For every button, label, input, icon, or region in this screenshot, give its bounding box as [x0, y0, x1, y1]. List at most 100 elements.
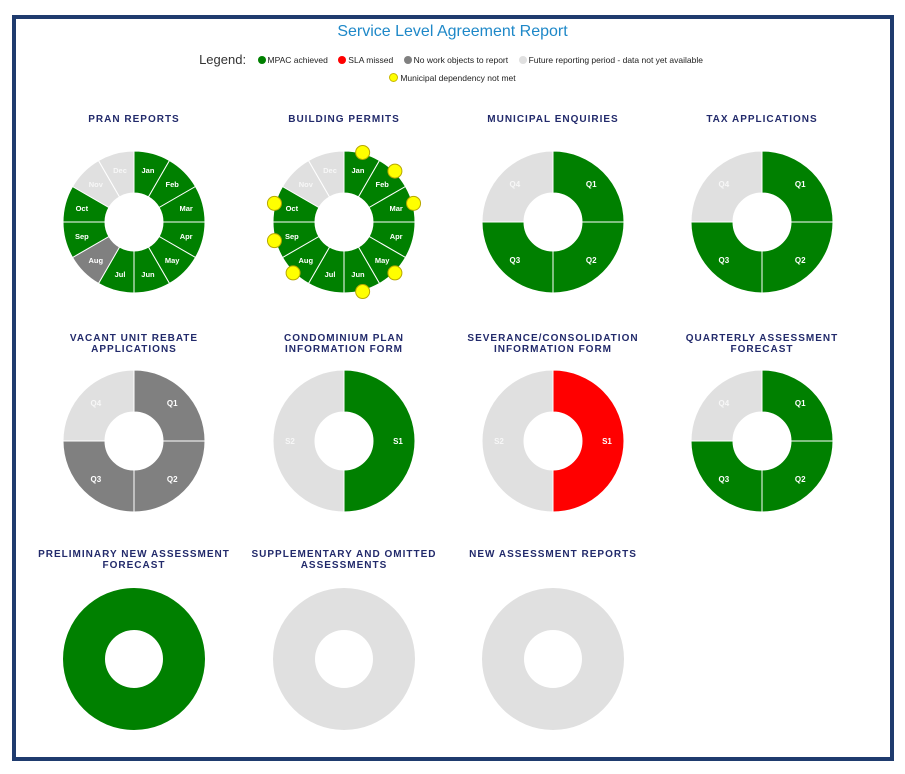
donut-segment-s2[interactable] [272, 369, 345, 513]
donut-segment-q3[interactable] [690, 440, 763, 513]
segment-label: Feb [376, 180, 390, 189]
donut-segment[interactable] [482, 588, 624, 730]
legend-dot-missed-icon [338, 55, 347, 64]
donut-segment[interactable] [63, 588, 205, 730]
segment-label: Oct [76, 204, 89, 213]
segment-label: Dec [113, 166, 127, 175]
donut-segment-q1[interactable] [133, 369, 206, 442]
legend-dot-dependency-icon [389, 73, 399, 83]
chart-title: PRELIMINARY NEW ASSESSMENT FORECAST [38, 549, 230, 571]
chart-panel-supplementary-and-omitted-assessments: SUPPLEMENTARY AND OMITTED ASSESSMENTS [244, 549, 444, 739]
chart-title: VACANT UNIT REBATE APPLICATIONS [69, 333, 199, 355]
donut-chart: S1 S2 [481, 369, 625, 513]
legend-dot-no-work-icon [403, 55, 412, 64]
segment-label: Mar [179, 204, 192, 213]
legend-dot-achieved-icon [257, 55, 266, 64]
segment-label: Aug [89, 256, 104, 265]
dependency-marker-may[interactable] [387, 265, 403, 281]
segment-label: Q4 [718, 180, 729, 189]
segment-label: S2 [494, 437, 504, 446]
legend-row-2: Municipal dependency not met [0, 69, 905, 87]
segment-label: Apr [390, 232, 403, 241]
donut-segment-q1[interactable] [552, 150, 625, 223]
segment-label: Jul [325, 270, 336, 279]
chart-panel-building-permits: BUILDING PERMITS Jan Feb Mar Apr May Jun Jul Aug… [244, 114, 444, 302]
chart-panel-vacant-unit-rebate-applications: VACANT UNIT REBATE APPLICATIONS Q1 Q2 Q3 Q4 [34, 333, 234, 521]
segment-label: Oct [286, 204, 299, 213]
segment-label: Q3 [90, 475, 101, 484]
chart-title: QUARTERLY ASSESSMENT FORECAST [685, 333, 839, 355]
donut-segment-q2[interactable] [761, 221, 834, 294]
legend-dot-future-icon [518, 55, 527, 64]
segment-label: Q3 [718, 256, 729, 265]
segment-label: Q1 [795, 399, 806, 408]
dependency-marker-jun[interactable] [355, 284, 371, 300]
segment-label: S1 [393, 437, 403, 446]
donut-chart: Q1 Q2 Q3 Q4 [690, 369, 834, 513]
donut-segment-q1[interactable] [761, 150, 834, 223]
segment-label: Nov [299, 180, 314, 189]
donut-segment-dec[interactable] [307, 150, 345, 198]
chart-title: PRAN REPORTS [88, 114, 180, 125]
segment-label: S2 [285, 437, 295, 446]
legend-text: No work objects to report [413, 54, 509, 65]
donut-segment-q3[interactable] [62, 440, 135, 513]
donut-segment-q4[interactable] [690, 150, 763, 223]
donut-segment[interactable] [273, 588, 415, 730]
segment-label: Q1 [795, 180, 806, 189]
dependency-marker-oct[interactable] [266, 195, 282, 211]
segment-label: Aug [299, 256, 314, 265]
donut-segment-q1[interactable] [761, 369, 834, 442]
segment-label: S1 [602, 437, 612, 446]
dependency-marker-jan[interactable] [355, 144, 371, 160]
segment-label: Q2 [167, 475, 178, 484]
segment-label: Q3 [509, 256, 520, 265]
donut-segment-q2[interactable] [552, 221, 625, 294]
segment-label: Q3 [718, 475, 729, 484]
legend-text: MPAC achieved [267, 54, 328, 65]
segment-label: Q4 [509, 180, 520, 189]
legend-item-future: Future reporting period - data not yet a… [518, 54, 703, 65]
donut-segment-q4[interactable] [690, 369, 763, 442]
donut-segment-s2[interactable] [481, 369, 554, 513]
donut-chart: Jan Feb Mar Apr May Jun Jul Aug Sep Oct Nov Dec [62, 150, 206, 294]
segment-label: Q4 [90, 399, 101, 408]
donut-segment-s1[interactable] [552, 369, 625, 513]
donut-segment-q4[interactable] [481, 150, 554, 223]
donut-segment-q2[interactable] [133, 440, 206, 513]
legend-item-no-work: No work objects to report [403, 54, 509, 65]
segment-label: May [375, 256, 390, 265]
legend-item-dependency: Municipal dependency not met [389, 72, 516, 83]
legend-item-missed: SLA missed [338, 55, 393, 65]
donut-chart: Q1 Q2 Q3 Q4 [481, 150, 625, 294]
segment-label: Sep [75, 232, 89, 241]
donut-segment-q4[interactable] [62, 369, 135, 442]
segment-label: Dec [323, 166, 337, 175]
donut-segment-q2[interactable] [761, 440, 834, 513]
segment-label: Q2 [795, 256, 806, 265]
chart-panel-severance-consolidation-information-form: SEVERANCE/CONSOLIDATION INFORMATION FORM… [453, 333, 653, 521]
segment-label: Jan [352, 166, 365, 175]
chart-title: SEVERANCE/CONSOLIDATION INFORMATION FORM [467, 333, 639, 355]
segment-label: Jun [351, 270, 365, 279]
dependency-marker-sep[interactable] [266, 233, 282, 249]
legend: Legend: MPAC achieved SLA missed No work… [0, 51, 905, 69]
dependency-marker-feb[interactable] [387, 163, 403, 179]
donut-segment-q3[interactable] [690, 221, 763, 294]
donut-chart [482, 588, 624, 730]
report-title: Service Level Agreement Report [337, 23, 568, 40]
segment-label: May [165, 256, 180, 265]
segment-label: Q4 [718, 399, 729, 408]
chart-panel-pran-reports: PRAN REPORTS Jan Feb Mar Apr May Jun Jul Aug Sep O… [34, 114, 234, 302]
donut-segment-q3[interactable] [481, 221, 554, 294]
donut-segment-dec[interactable] [97, 150, 135, 198]
legend-text: Municipal dependency not met [400, 72, 516, 83]
chart-title: TAX APPLICATIONS [706, 114, 818, 125]
donut-chart: Jan Feb Mar Apr May Jun Jul Aug Sep Oct Nov Dec [266, 144, 422, 300]
chart-title: SUPPLEMENTARY AND OMITTED ASSESSMENTS [251, 549, 437, 571]
dependency-marker-mar[interactable] [406, 195, 422, 211]
chart-panel-municipal-enquiries: MUNICIPAL ENQUIRIES Q1 Q2 Q3 Q4 [453, 114, 653, 302]
donut-segment-s1[interactable] [343, 369, 416, 513]
dependency-marker-aug[interactable] [285, 265, 301, 281]
legend-text: Future reporting period - data not yet a… [528, 54, 703, 65]
